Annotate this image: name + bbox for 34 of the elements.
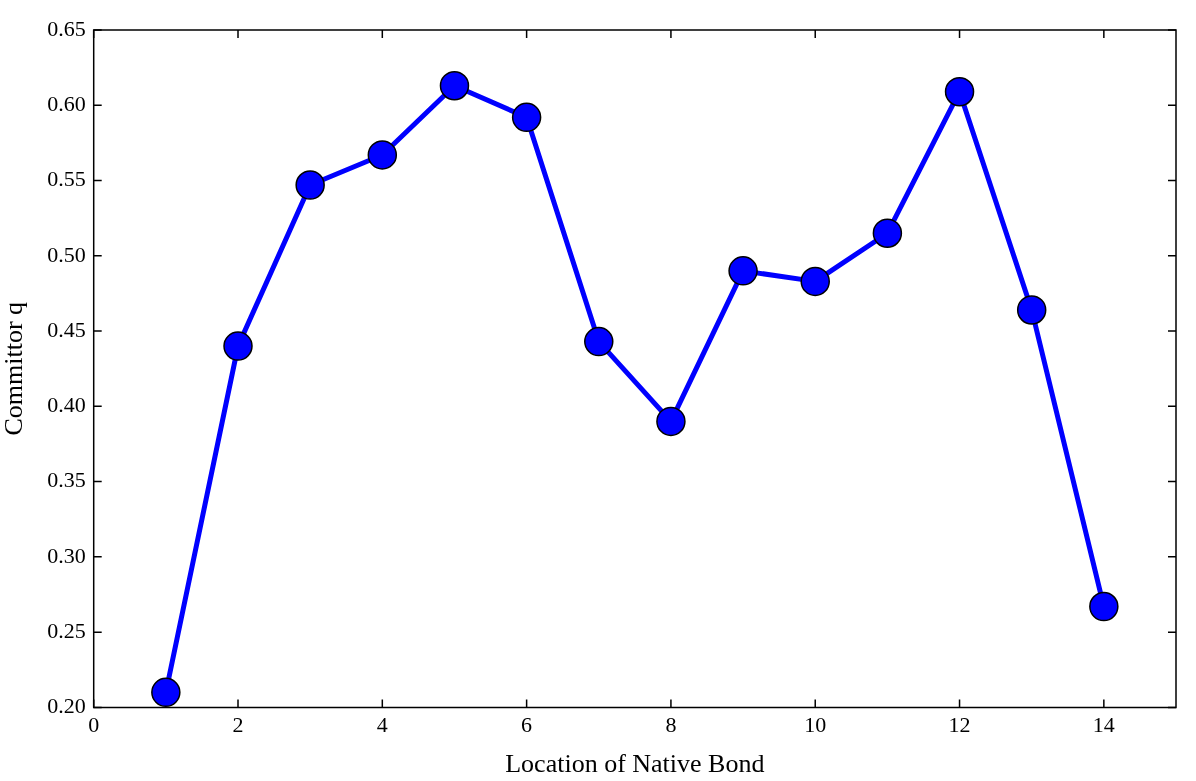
point	[223, 331, 253, 361]
point	[800, 266, 830, 297]
point	[944, 76, 975, 107]
point	[1016, 295, 1047, 325]
y-tick-label: 0.60	[47, 91, 86, 117]
point	[295, 170, 325, 200]
y-tick-label: 0.35	[47, 467, 86, 493]
x-tick-label: 0	[88, 712, 100, 738]
x-tick-label: 6	[521, 712, 533, 738]
y-axis-title: Committor q	[0, 301, 29, 436]
point	[511, 102, 542, 133]
point	[656, 406, 686, 437]
x-tick-label: 2	[232, 712, 244, 738]
y-tick-label: 0.50	[47, 241, 86, 267]
y-tick-label: 0.25	[47, 617, 86, 643]
y-tick-label: 0.30	[47, 542, 86, 568]
x-tick-label: 14	[1092, 712, 1115, 738]
y-tick-label: 0.40	[47, 392, 86, 418]
point	[728, 256, 758, 286]
point	[872, 218, 903, 248]
point	[367, 140, 398, 170]
x-axis-title: Location of Native Bond	[505, 749, 765, 779]
y-tick-label: 0.20	[47, 693, 86, 719]
point	[584, 326, 614, 357]
x-tick-label: 10	[804, 712, 827, 738]
point	[151, 677, 181, 708]
point	[1089, 591, 1119, 622]
x-tick-label: 8	[665, 712, 677, 738]
y-tick-label: 0.55	[47, 166, 86, 192]
y-tick-label: 0.65	[47, 15, 86, 41]
point	[439, 70, 470, 101]
x-tick-label: 12	[948, 712, 971, 738]
y-tick-label: 0.45	[47, 316, 86, 342]
x-tick-label: 4	[376, 712, 388, 738]
